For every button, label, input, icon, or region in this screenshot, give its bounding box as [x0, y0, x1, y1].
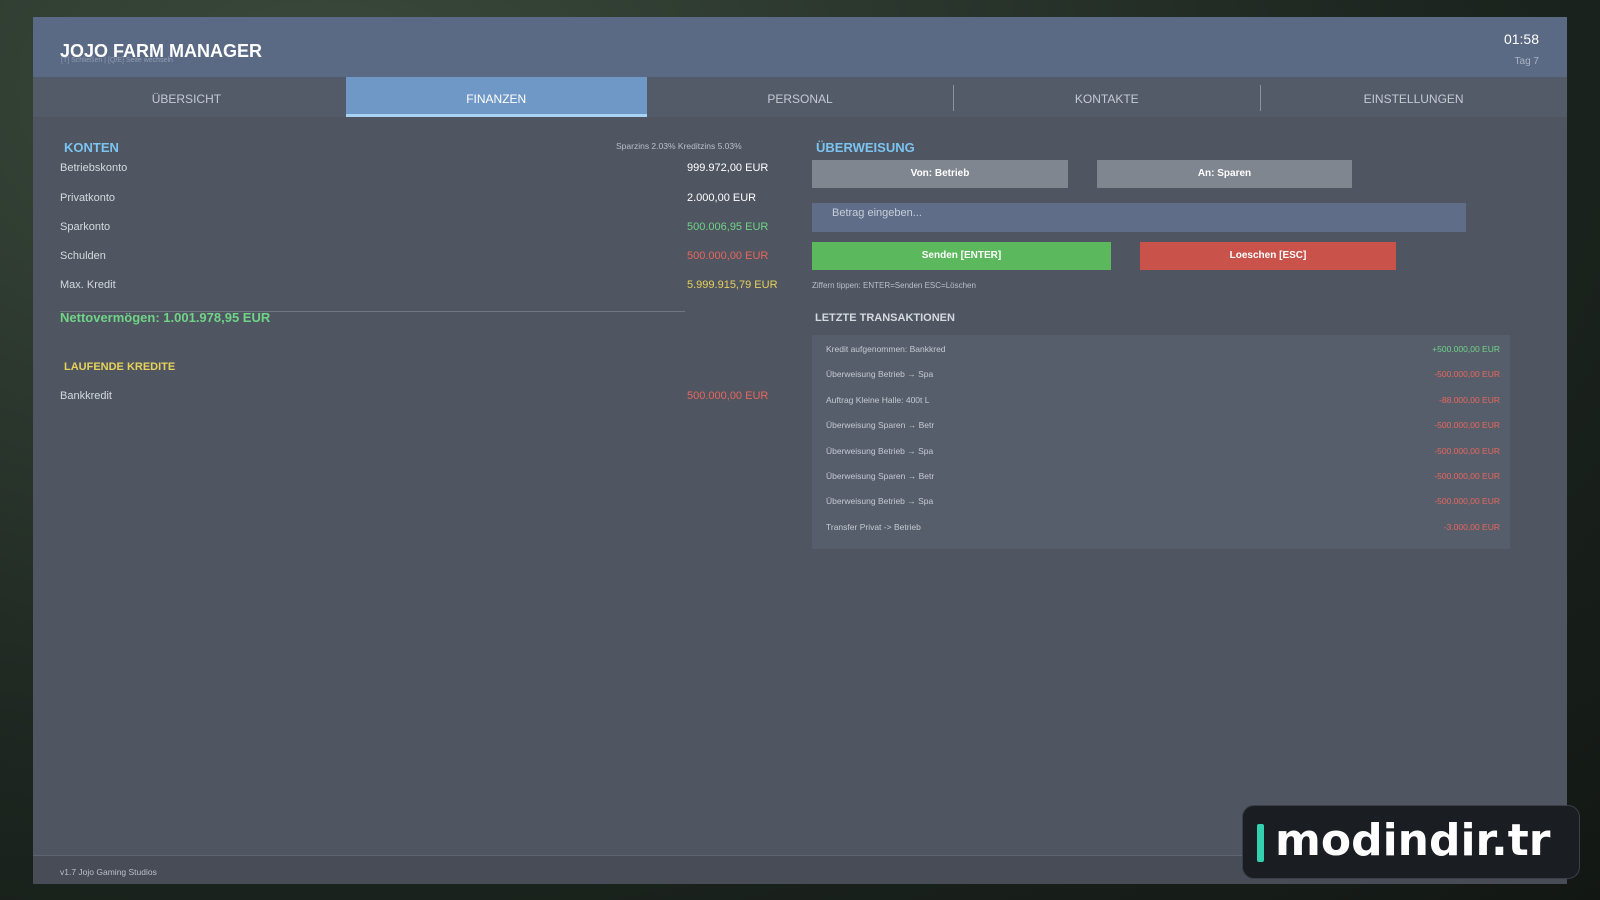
transaction-row: Kredit aufgenommen: Bankkred +500.000,00 … [812, 344, 1510, 358]
loan-label: Bankkredit [60, 390, 112, 402]
amount-input[interactable]: Betrag eingeben... [812, 203, 1466, 232]
placeholder: Betrag eingeben... [832, 207, 922, 219]
tab-bar: ÜBERSICHT FINANZEN PERSONAL KONTAKTE EINSTEL… [33, 77, 1567, 117]
transaction-amount: -500.000,00 EUR [1434, 471, 1500, 481]
watermark-bar [1257, 824, 1264, 862]
app-title: JOJO FARM MANAGER [60, 41, 263, 61]
tab[interactable]: KONTAKTE [1074, 92, 1139, 106]
transaction-label: Kredit aufgenommen: Bankkred [826, 344, 946, 354]
transaction-label: Überweisung Betrieb → Spa [826, 369, 934, 380]
tab-separator [953, 85, 955, 111]
transaction-row: Überweisung Betrieb → Spa -500.000,00 EUR [812, 369, 1510, 383]
account-value: 999.972,00 EUR [687, 162, 769, 174]
to-button[interactable]: An: Sparen [1097, 160, 1352, 188]
transaction-amount: -88.000,00 EUR [1439, 394, 1500, 405]
tab-separator [1260, 85, 1262, 111]
account-value: 500.006,95 EUR [687, 221, 769, 233]
transaction-label: Überweisung Betrieb → Spa [826, 496, 934, 507]
transaction-label: Überweisung Sparen → Betr [826, 420, 935, 431]
divider [60, 311, 685, 312]
transaction-row: Überweisung Betrieb → Spa -500.000,00 EUR [812, 496, 1510, 510]
version: v1.7 Jojo Gaming Studios [60, 867, 157, 877]
account-label: Schulden [60, 250, 106, 262]
transaction-row: Überweisung Betrieb → Spa -500.000,00 EUR [812, 446, 1510, 460]
transaction-amount: -500.000,00 EUR [1434, 445, 1500, 456]
input-hint: Ziffern tippen: ENTER=Senden ESC=Löschen [812, 281, 976, 290]
watermark-box: modindir.tr [1242, 805, 1580, 879]
transaction-amount: -500.000,00 EUR [1434, 496, 1500, 507]
day: Tag 7 [1514, 56, 1539, 67]
transaction-label: Transfer Privat -> Betrieb [826, 521, 921, 532]
account-label: Betriebskonto [60, 162, 128, 174]
net-worth: Nettovermögen: 1.001.978,95 EUR [60, 310, 271, 325]
tab[interactable]: FINANZEN [345, 77, 647, 117]
loan-value: 500.000,00 EUR [687, 390, 769, 402]
section-title: LAUFENDE KREDITE [64, 361, 176, 373]
transaction-amount: -500.000,00 EUR [1434, 420, 1500, 431]
tab[interactable]: EINSTELLUNGEN [1363, 92, 1464, 106]
key-hint: [T] Schließen | [Q/E] Seite wechseln [61, 57, 173, 64]
transaction-label: Auftrag Kleine Halle: 400t L [826, 394, 930, 405]
transaction-row: Überweisung Sparen → Betr -500.000,00 EUR [812, 471, 1510, 485]
watermark: modindir.tr [1275, 815, 1551, 866]
section-title: ÜBERWEISUNG [816, 140, 915, 155]
section-title: LETZTE TRANSAKTIONEN [815, 312, 955, 324]
transaction-row: Überweisung Sparen → Betr -500.000,00 EUR [812, 420, 1510, 434]
transaction-amount: -500.000,00 EUR [1434, 369, 1500, 380]
rates: Sparzins 2.03% Kreditzins 5.03% [616, 141, 742, 151]
account-label: Sparkonto [60, 221, 111, 233]
clear-button[interactable]: Loeschen [ESC] [1140, 242, 1396, 270]
send-button[interactable]: Senden [ENTER] [812, 242, 1111, 270]
section-title: KONTEN [64, 140, 119, 155]
account-label: Max. Kredit [60, 279, 116, 291]
account-label: Privatkonto [60, 192, 116, 204]
transaction-label: Überweisung Sparen → Betr [826, 471, 935, 481]
account-value: 5.999.915,79 EUR [687, 279, 778, 291]
transaction-list: Kredit aufgenommen: Bankkred +500.000,00 … [812, 335, 1510, 549]
account-value: 2.000,00 EUR [687, 192, 757, 204]
transaction-amount: +500.000,00 EUR [1432, 344, 1500, 354]
tab[interactable]: ÜBERSICHT [151, 92, 222, 106]
transaction-label: Überweisung Betrieb → Spa [826, 445, 934, 456]
from-button[interactable]: Von: Betrieb [812, 160, 1068, 188]
header: JOJO FARM MANAGER [T] Schließen | [Q/E] … [33, 17, 1567, 77]
tab[interactable]: PERSONAL [767, 92, 833, 106]
account-value: 500.000,00 EUR [687, 250, 769, 262]
transaction-amount: -3.000,00 EUR [1443, 521, 1500, 532]
manager-window: JOJO FARM MANAGER [T] Schließen | [Q/E] … [33, 17, 1567, 884]
transaction-row: Transfer Privat -> Betrieb -3.000,00 EUR [812, 522, 1510, 536]
clock: 01:58 [1503, 31, 1539, 47]
transaction-row: Auftrag Kleine Halle: 400t L -88.000,00 E… [812, 395, 1510, 409]
